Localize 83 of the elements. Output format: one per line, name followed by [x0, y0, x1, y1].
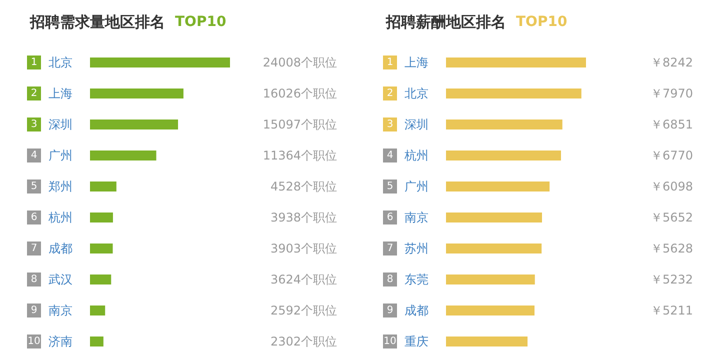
- text: 7: [386, 243, 394, 254]
- data-label: 3903个职位: [270, 242, 337, 256]
- text: 9: [386, 305, 394, 316]
- data-label: ￥6770: [650, 148, 693, 162]
- bar: [90, 212, 113, 222]
- bar: [90, 120, 178, 130]
- bar: [446, 336, 528, 346]
- text: 3: [30, 119, 38, 130]
- data-label: ￥5232: [650, 272, 693, 286]
- text: 10: [384, 336, 396, 347]
- y-tick-label: 杭州: [404, 148, 429, 162]
- chart-title: 招聘薪酬地区排名: [385, 13, 506, 31]
- y-tick-label: 重庆: [404, 334, 429, 348]
- y-tick-label: 南京: [404, 210, 429, 224]
- text: 8: [386, 274, 394, 285]
- text: 2: [386, 88, 394, 99]
- bar: [90, 274, 112, 284]
- y-tick-label: 杭州: [48, 210, 73, 224]
- bar: [90, 88, 184, 98]
- y-tick-label: 郑州: [48, 180, 73, 194]
- y-tick-label: 深圳: [404, 118, 429, 132]
- bar: [446, 58, 586, 68]
- text: 5: [30, 181, 38, 192]
- data-label: ￥5628: [650, 242, 693, 256]
- y-tick-label: 成都: [48, 242, 73, 256]
- data-label: 16026个职位: [262, 86, 337, 100]
- data-label: 15097个职位: [262, 118, 337, 132]
- data-label: ￥6851: [650, 118, 693, 132]
- y-tick-label: 深圳: [48, 118, 73, 132]
- bar: [90, 244, 113, 254]
- data-label: ￥6098: [650, 180, 693, 194]
- bar: [90, 306, 106, 316]
- text: 1: [30, 57, 38, 68]
- y-tick-label: 上海: [404, 56, 429, 70]
- bar: [90, 150, 156, 160]
- bar: [90, 182, 116, 192]
- text: 2: [30, 88, 38, 99]
- data-label: ￥8242: [650, 56, 693, 70]
- text: 8: [30, 274, 38, 285]
- y-tick-label: 广州: [48, 148, 73, 162]
- y-tick-label: 北京: [48, 56, 73, 70]
- text: 1: [386, 57, 394, 68]
- y-tick-label: 广州: [404, 180, 429, 194]
- data-label: 2592个职位: [270, 304, 337, 318]
- text: 9: [30, 305, 38, 316]
- data-label: ￥5652: [650, 210, 693, 224]
- chart-title: 招聘需求量地区排名: [29, 13, 165, 31]
- bar: [446, 274, 535, 284]
- data-label: 4528个职位: [270, 180, 337, 194]
- bar: [446, 150, 561, 160]
- bar: [90, 336, 104, 346]
- chart-subtitle: TOP10: [516, 14, 568, 30]
- text: 4: [386, 150, 394, 161]
- text: 5: [386, 181, 394, 192]
- data-label: ￥5211: [650, 304, 693, 318]
- y-tick-label: 上海: [48, 86, 73, 100]
- text: 10: [28, 336, 40, 347]
- bar: [446, 212, 542, 222]
- y-tick-label: 武汉: [48, 272, 73, 286]
- text: 3: [386, 119, 394, 130]
- bar: [446, 306, 535, 316]
- bar: [446, 120, 562, 130]
- y-tick-label: 东莞: [404, 272, 429, 286]
- y-tick-label: 南京: [48, 304, 73, 318]
- data-label: 24008个职位: [262, 56, 337, 70]
- y-tick-label: 成都: [404, 304, 429, 318]
- y-tick-label: 北京: [404, 86, 429, 100]
- bar: [446, 244, 542, 254]
- bar: [446, 88, 582, 98]
- y-tick-label: 济南: [48, 334, 73, 348]
- chart-subtitle: TOP10: [175, 14, 226, 30]
- bar: [90, 58, 230, 68]
- text: 7: [30, 243, 38, 254]
- data-label: 2302个职位: [270, 334, 337, 348]
- text: 4: [30, 150, 38, 161]
- data-label: 3938个职位: [270, 210, 337, 224]
- data-label: 11364个职位: [262, 148, 337, 162]
- text: 6: [386, 212, 394, 223]
- data-label: ￥7970: [650, 86, 693, 100]
- data-label: 3624个职位: [270, 272, 337, 286]
- bar: [446, 182, 550, 192]
- y-tick-label: 苏州: [404, 242, 429, 256]
- text: 6: [30, 212, 38, 223]
